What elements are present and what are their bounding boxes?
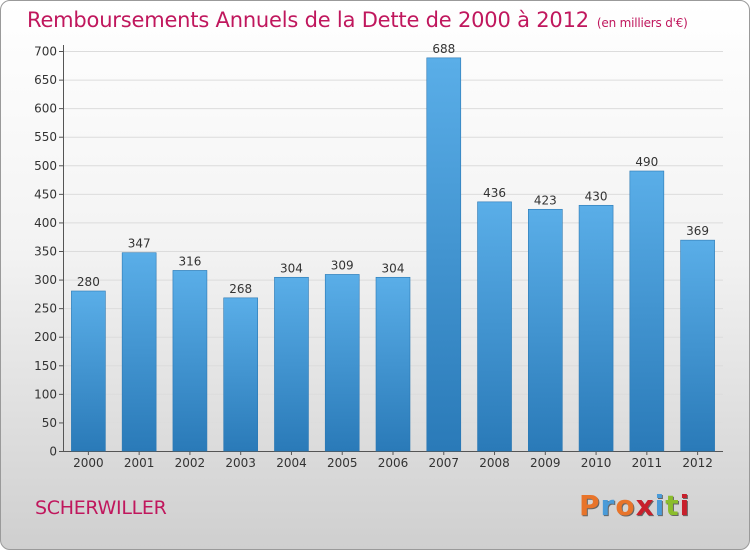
y-tick-label: 100 bbox=[34, 387, 57, 401]
x-tick-label-2003: 2003 bbox=[225, 456, 256, 470]
chart-subtitle: (en milliers d'€) bbox=[596, 16, 688, 30]
x-tick-label-2010: 2010 bbox=[581, 456, 612, 470]
y-tick-label: 50 bbox=[42, 416, 57, 430]
bar-2010 bbox=[578, 204, 614, 452]
chart-title-text: Remboursements Annuels de la Dette de 20… bbox=[27, 8, 589, 32]
y-tick-label: 250 bbox=[34, 302, 57, 316]
y-tick-label: 700 bbox=[34, 45, 57, 59]
value-label-2004: 304 bbox=[280, 261, 303, 275]
value-label-2010: 430 bbox=[585, 189, 608, 203]
bar-2004 bbox=[274, 276, 309, 452]
value-label-2012: 369 bbox=[686, 224, 709, 238]
y-tick-label: 300 bbox=[34, 273, 57, 287]
logo-letter: t bbox=[665, 489, 680, 522]
x-tick-label-2012: 2012 bbox=[682, 456, 713, 470]
logo-letter: i bbox=[654, 489, 666, 522]
y-tick-label: 150 bbox=[34, 359, 57, 373]
value-label-2008: 436 bbox=[483, 186, 506, 200]
x-tick-label-2008: 2008 bbox=[479, 456, 510, 470]
y-tick-label: 400 bbox=[34, 216, 57, 230]
axes: 0 50 100 150 200 250 300 350 400 450 500 550 600 650 7… bbox=[34, 45, 723, 470]
x-tick-label-2005: 2005 bbox=[327, 456, 358, 470]
y-tick-label: 200 bbox=[34, 330, 57, 344]
bar-2003 bbox=[223, 297, 258, 452]
x-tick-label-2009: 2009 bbox=[530, 456, 561, 470]
value-label-2003: 268 bbox=[229, 282, 252, 296]
x-tick-label-2007: 2007 bbox=[428, 456, 459, 470]
bar-2007 bbox=[426, 57, 462, 452]
x-tick-label-2004: 2004 bbox=[276, 456, 307, 470]
value-label-2006: 304 bbox=[382, 261, 405, 275]
value-label-2005: 309 bbox=[331, 258, 354, 272]
x-tick-label-2002: 2002 bbox=[175, 456, 206, 470]
logo-letter: P bbox=[579, 489, 601, 522]
value-label-2011: 490 bbox=[635, 155, 658, 169]
y-tick-label: 350 bbox=[34, 245, 57, 259]
y-tick-label: 0 bbox=[49, 445, 57, 459]
x-tick-label-2001: 2001 bbox=[124, 456, 155, 470]
value-label-2007: 688 bbox=[432, 42, 455, 56]
bar-2001 bbox=[121, 252, 157, 452]
bar-2006 bbox=[375, 276, 411, 452]
bar-2000 bbox=[71, 290, 106, 452]
value-label-2001: 347 bbox=[128, 237, 151, 251]
y-tick-label: 550 bbox=[34, 130, 57, 144]
y-tick-label: 600 bbox=[34, 102, 57, 116]
bar-2002 bbox=[172, 270, 208, 452]
data-labels: 280 347 316 268 304 309 304 688 436 423 430 490 369 bbox=[77, 42, 709, 296]
logo-letter: i bbox=[679, 489, 691, 522]
x-tick-label-2006: 2006 bbox=[378, 456, 409, 470]
bar-2011 bbox=[629, 170, 665, 452]
bars bbox=[71, 57, 715, 452]
value-label-2009: 423 bbox=[534, 193, 557, 207]
logo-letter: o bbox=[615, 489, 636, 522]
x-tick-label-2000: 2000 bbox=[73, 456, 104, 470]
x-tick-label-2011: 2011 bbox=[632, 456, 663, 470]
bar-2008 bbox=[477, 201, 512, 452]
y-tick-label: 650 bbox=[34, 73, 57, 87]
logo-letter: r bbox=[600, 489, 616, 522]
bar-2005 bbox=[324, 274, 360, 452]
proxiti-logo: Proxiti bbox=[579, 489, 690, 522]
bar-2012 bbox=[680, 239, 715, 452]
bar-2009 bbox=[528, 208, 563, 452]
y-tick-label: 500 bbox=[34, 159, 57, 173]
logo-letter: x bbox=[635, 489, 655, 522]
chart-title: Remboursements Annuels de la Dette de 20… bbox=[27, 8, 688, 32]
value-label-2000: 280 bbox=[77, 275, 100, 289]
y-tick-label: 450 bbox=[34, 187, 57, 201]
value-label-2002: 316 bbox=[178, 254, 201, 268]
municipality-label: SCHERWILLER bbox=[35, 497, 167, 519]
